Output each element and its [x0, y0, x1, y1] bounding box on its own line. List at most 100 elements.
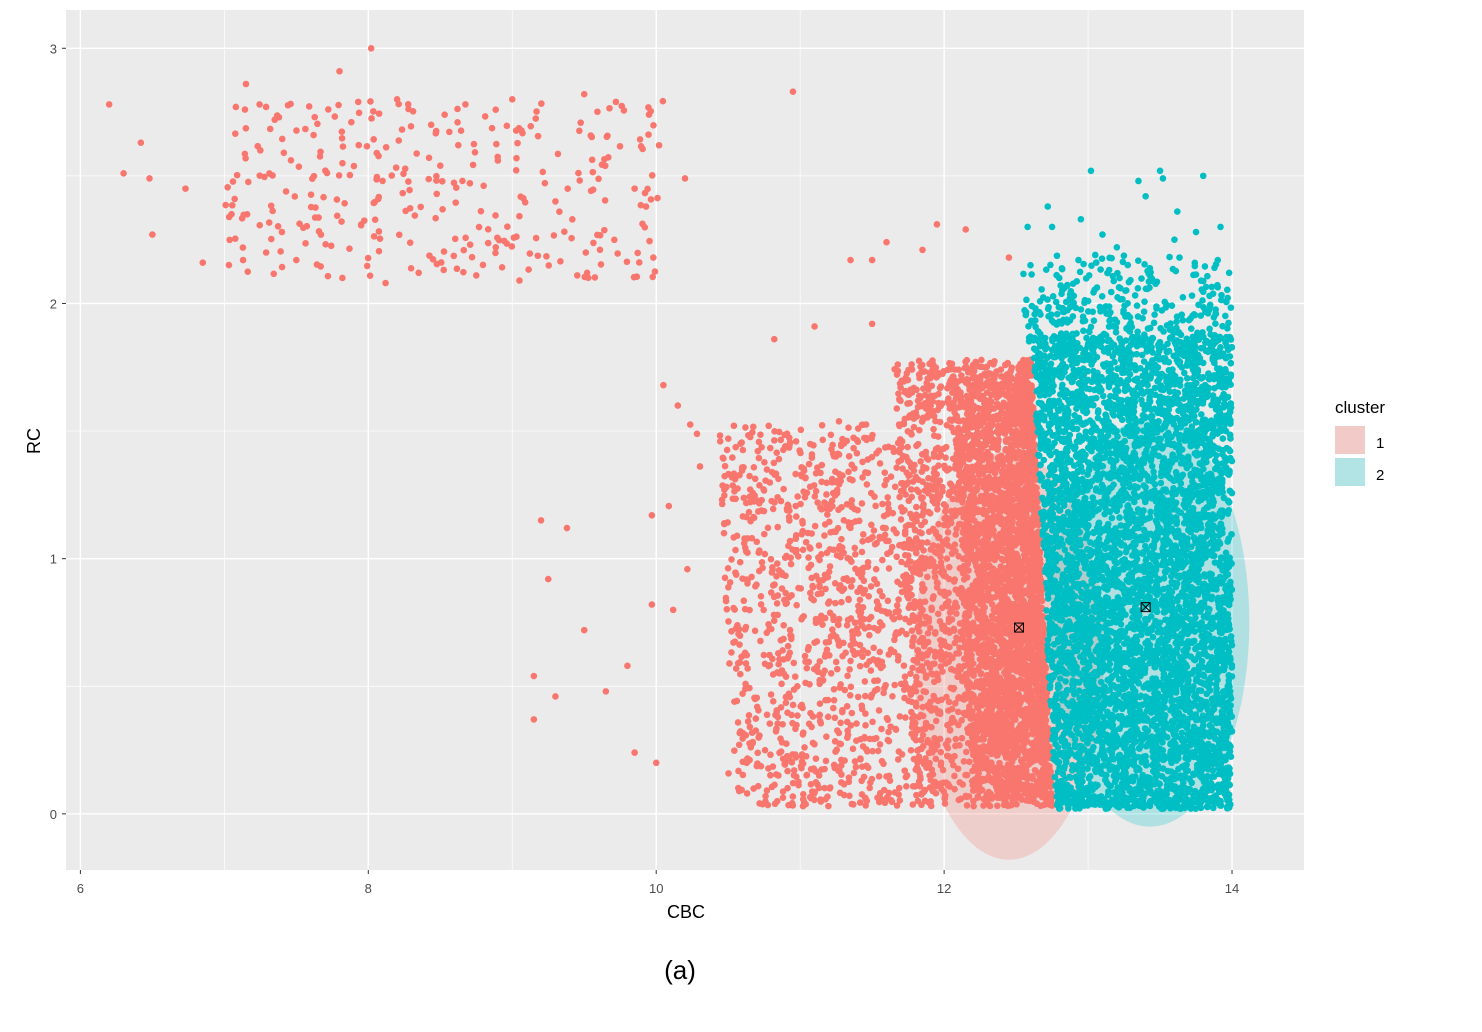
point-cluster-1 — [912, 473, 920, 481]
point-cluster-1 — [794, 493, 801, 500]
point-cluster-1 — [755, 549, 763, 556]
point-cluster-1 — [888, 798, 896, 806]
point-cluster-1 — [760, 651, 768, 659]
point-cluster-1 — [931, 573, 939, 581]
point-cluster-1 — [903, 783, 910, 790]
point-cluster-1 — [930, 593, 937, 600]
point-cluster-1 — [972, 439, 980, 447]
point-cluster-1 — [785, 801, 792, 809]
point-cluster-1 — [1024, 712, 1031, 720]
point-cluster-1 — [1002, 650, 1010, 657]
point-cluster-1 — [930, 740, 938, 748]
point-cluster-1 — [1026, 678, 1034, 686]
point-cluster-1 — [1033, 741, 1041, 749]
point-cluster-1 — [920, 642, 928, 650]
point-cluster-1 — [915, 652, 922, 660]
point-cluster-1 — [824, 511, 831, 518]
point-cluster-1 — [806, 440, 814, 448]
point-cluster-1 — [969, 708, 976, 715]
point-cluster-1 — [931, 660, 938, 667]
point-cluster-1 — [852, 550, 859, 558]
point-cluster-1 — [1024, 363, 1032, 370]
point-cluster-1 — [1015, 700, 1022, 707]
point-cluster-1 — [962, 379, 970, 386]
point-cluster-1 — [915, 392, 923, 400]
point-cluster-1 — [1021, 511, 1029, 518]
point-cluster-1 — [973, 678, 981, 686]
point-cluster-1 — [893, 464, 900, 472]
point-cluster-1 — [959, 781, 967, 788]
point-cluster-1 — [854, 438, 862, 446]
point-cluster-1 — [990, 512, 998, 520]
point-cluster-1 — [768, 497, 775, 505]
point-cluster-1 — [893, 602, 901, 609]
point-cluster-1 — [945, 589, 952, 597]
point-cluster-1 — [924, 414, 931, 421]
point-cluster-1 — [980, 440, 988, 448]
point-cluster-1 — [838, 598, 845, 606]
point-cluster-1 — [963, 356, 971, 364]
point-cluster-1 — [836, 684, 844, 691]
point-cluster-1 — [904, 400, 911, 407]
point-cluster-1 — [891, 365, 898, 373]
point-cluster-1 — [744, 755, 751, 762]
point-cluster-1 — [1033, 778, 1041, 786]
point-cluster-1 — [917, 458, 924, 465]
point-cluster-1 — [799, 546, 807, 554]
point-cluster-1 — [873, 598, 881, 605]
point-cluster-1 — [965, 547, 973, 555]
point-cluster-1 — [1009, 697, 1016, 705]
point-cluster-1 — [866, 784, 874, 792]
point-cluster-1 — [853, 720, 860, 727]
point-cluster-1 — [952, 547, 959, 555]
point-cluster-1 — [938, 622, 946, 629]
point-cluster-1 — [755, 438, 763, 446]
point-cluster-1 — [810, 790, 818, 797]
point-cluster-1 — [995, 592, 1002, 599]
point-cluster-1 — [838, 535, 845, 543]
point-cluster-1 — [1033, 538, 1041, 546]
point-cluster-1 — [1002, 703, 1009, 711]
point-cluster-1 — [856, 596, 864, 604]
point-cluster-1 — [938, 400, 946, 407]
point-cluster-1 — [995, 387, 1002, 394]
point-cluster-1 — [897, 516, 905, 523]
point-cluster-1 — [784, 654, 791, 662]
point-cluster-1 — [775, 428, 783, 436]
point-cluster-1 — [730, 604, 737, 612]
point-cluster-1 — [799, 790, 807, 798]
point-cluster-1 — [1019, 403, 1027, 411]
point-cluster-1 — [1031, 652, 1039, 659]
point-cluster-1 — [742, 548, 750, 555]
point-cluster-1 — [878, 725, 885, 733]
point-cluster-1 — [963, 802, 971, 809]
point-cluster-1 — [948, 716, 956, 723]
point-cluster-1 — [931, 734, 938, 742]
point-cluster-1 — [887, 473, 895, 481]
point-cluster-1 — [987, 777, 995, 784]
point-cluster-1 — [924, 736, 932, 744]
point-cluster-1 — [918, 529, 925, 537]
point-cluster-1 — [831, 714, 839, 722]
point-cluster-1 — [934, 433, 942, 440]
point-cluster-1 — [835, 621, 842, 629]
dense-point-clouds — [716, 252, 1236, 813]
point-cluster-1 — [739, 446, 747, 454]
point-cluster-1 — [874, 677, 881, 684]
point-cluster-1 — [748, 729, 756, 737]
point-cluster-1 — [1030, 629, 1038, 637]
point-cluster-1 — [754, 749, 762, 757]
point-cluster-1 — [952, 742, 959, 750]
point-cluster-1 — [823, 733, 830, 740]
point-cluster-1 — [917, 775, 924, 783]
point-cluster-1 — [968, 690, 975, 698]
point-cluster-1 — [1028, 611, 1036, 619]
point-cluster-1 — [940, 521, 948, 529]
point-cluster-1 — [928, 766, 936, 774]
point-cluster-1 — [760, 507, 768, 515]
point-cluster-1 — [1035, 754, 1043, 762]
point-cluster-1 — [858, 763, 866, 770]
point-cluster-1 — [851, 640, 859, 647]
point-cluster-1 — [732, 443, 740, 451]
point-cluster-1 — [881, 469, 889, 476]
